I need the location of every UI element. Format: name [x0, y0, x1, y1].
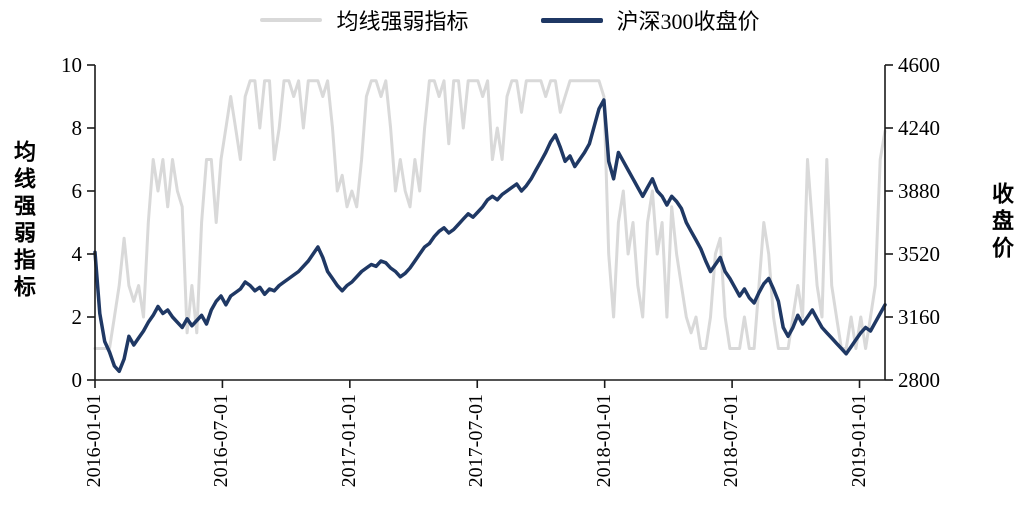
series-line-0: [93, 79, 887, 350]
x-axis-tick-label-3: 2017-07-01: [465, 394, 488, 488]
x-axis-tick-label-0: 2016-01-01: [83, 394, 105, 488]
x-axis-tick-label-6: 2019-01-01: [847, 394, 870, 488]
right-axis-tick-label-3880: 3880: [898, 179, 940, 203]
right-axis-tick-label-2800: 2800: [898, 368, 940, 392]
right-axis-tick-label-3520: 3520: [898, 242, 940, 266]
legend-line-indicator-swatch: [260, 18, 323, 22]
left-axis-tick-label-0: 0: [71, 368, 83, 392]
right-axis-tick-label-4240: 4240: [898, 116, 940, 140]
legend-label-indicator: 均线强弱指标: [336, 9, 469, 34]
left-axis-tick-label-10: 10: [61, 53, 82, 77]
legend-item-close-price: 沪深300收盘价: [540, 4, 760, 36]
x-axis-tick-label-1: 2016-07-01: [210, 394, 233, 488]
x-axis-tick-label-4: 2018-01-01: [592, 394, 615, 488]
legend-label-close-price: 沪深300收盘价: [616, 9, 760, 34]
legend: 均线强弱指标 沪深300收盘价: [0, 4, 1020, 36]
series-line-1: [93, 98, 887, 374]
right-axis-title: 收盘价: [989, 182, 1014, 263]
legend-item-indicator: 均线强弱指标: [260, 4, 469, 36]
right-axis-tick-label-4600: 4600: [898, 53, 940, 77]
left-axis-title: 均线强弱指标: [11, 140, 36, 302]
left-axis-tick-label-2: 2: [71, 305, 83, 329]
left-axis-tick-label-8: 8: [71, 116, 83, 140]
right-axis-tick-label-3160: 3160: [898, 305, 940, 329]
legend-line-close-price-swatch: [540, 17, 603, 23]
x-axis-tick-label-2: 2017-01-01: [337, 394, 360, 488]
left-axis-tick-label-6: 6: [71, 179, 83, 203]
left-axis-tick-label-4: 4: [71, 242, 83, 266]
x-axis-tick-label-5: 2018-07-01: [720, 394, 743, 488]
